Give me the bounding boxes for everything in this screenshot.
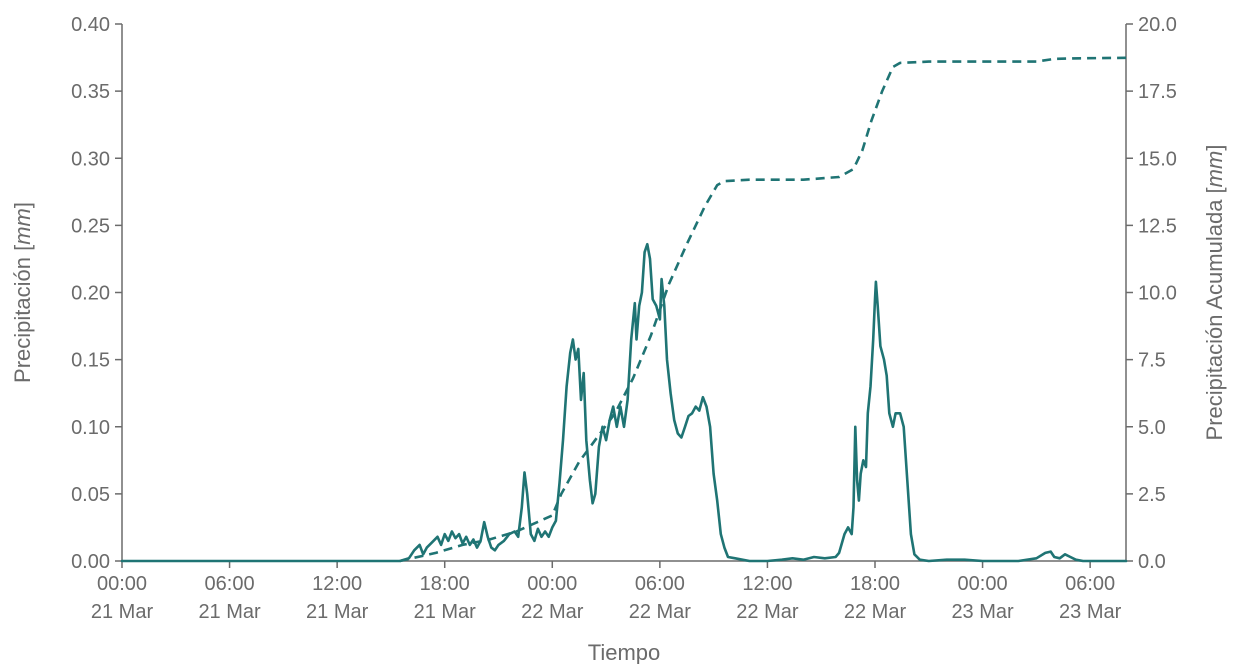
y-left-tick-label: 0.20	[71, 283, 110, 305]
y-left-tick-label: 0.10	[71, 417, 110, 439]
y-axis-left-title: Precipitación [mm]	[10, 202, 35, 383]
y-axis-left-bracket-close: ]	[10, 202, 35, 208]
y-axis-right-unit: mm	[1202, 151, 1227, 188]
x-tick-label-date: 21 Mar	[91, 601, 154, 623]
x-tick-label-time: 00:00	[958, 573, 1008, 595]
x-tick-label-date: 21 Mar	[306, 601, 369, 623]
y-left-tick-label: 0.15	[71, 350, 110, 372]
x-tick-label-date: 21 Mar	[414, 601, 477, 623]
x-tick-label-time: 00:00	[97, 573, 147, 595]
y-axis-right-bracket-open: [	[1202, 187, 1227, 193]
x-tick-label-date: 22 Mar	[629, 601, 692, 623]
y-right-tick-label: 0.0	[1138, 551, 1166, 573]
y-right-tick-label: 2.5	[1138, 484, 1166, 506]
y-axis-right-bracket-close: ]	[1202, 145, 1227, 151]
y-left-tick-label: 0.30	[71, 148, 110, 170]
y-left-tick-label: 0.25	[71, 215, 110, 237]
x-tick-label-date: 22 Mar	[736, 601, 799, 623]
x-tick-label-time: 06:00	[205, 573, 255, 595]
y-right-tick-label: 12.5	[1138, 215, 1177, 237]
y-left-tick-label: 0.05	[71, 484, 110, 506]
x-tick-label-time: 18:00	[420, 573, 470, 595]
x-tick-label-time: 06:00	[1065, 573, 1115, 595]
x-tick-label-time: 18:00	[850, 573, 900, 595]
y-right-tick-label: 10.0	[1138, 283, 1177, 305]
x-tick-label-time: 06:00	[635, 573, 685, 595]
y-left-tick-label: 0.35	[71, 81, 110, 103]
x-tick-label-date: 22 Mar	[521, 601, 584, 623]
y-axis-left-title-text: Precipitación	[10, 251, 35, 383]
y-axis-left-unit: mm	[10, 208, 35, 245]
y-right-tick-label: 7.5	[1138, 350, 1166, 372]
x-axis-title: Tiempo	[588, 640, 661, 664]
precipitation-line	[120, 242, 1128, 563]
cumulative-precipitation-line	[399, 56, 1127, 563]
y-left-tick-label: 0.00	[71, 551, 110, 573]
y-axis-right-title-text: Precipitación Acumulada	[1202, 193, 1227, 440]
x-tick-label-date: 22 Mar	[844, 601, 907, 623]
y-left-tick-label: 0.40	[71, 14, 110, 36]
x-tick-label-time: 12:00	[312, 573, 362, 595]
x-tick-label-date: 23 Mar	[1059, 601, 1122, 623]
y-axis-right-title: Precipitación Acumulada [mm]	[1202, 145, 1227, 441]
y-right-tick-label: 20.0	[1138, 14, 1177, 36]
y-axis-left-bracket-open: [	[10, 245, 35, 251]
x-tick-label-date: 21 Mar	[198, 601, 261, 623]
y-right-tick-label: 17.5	[1138, 81, 1177, 103]
x-tick-label-time: 12:00	[742, 573, 792, 595]
y-right-tick-label: 15.0	[1138, 148, 1177, 170]
x-tick-label-date: 23 Mar	[951, 601, 1014, 623]
y-right-tick-label: 5.0	[1138, 417, 1166, 439]
x-tick-label-time: 00:00	[527, 573, 577, 595]
